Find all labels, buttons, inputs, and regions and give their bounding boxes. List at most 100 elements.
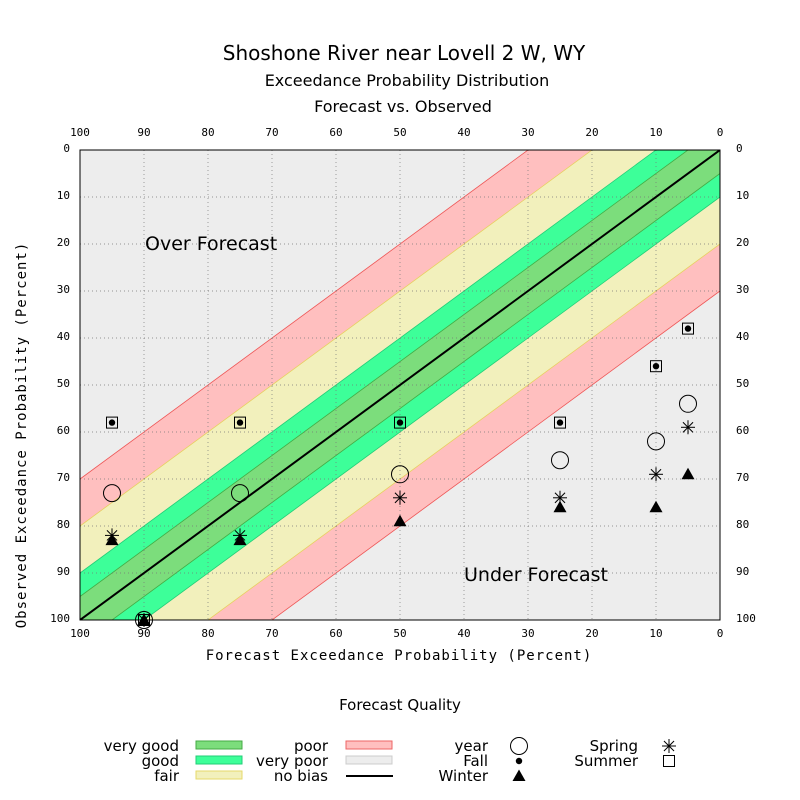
x-tick-top: 20	[585, 126, 598, 139]
y-tick-left: 60	[57, 424, 70, 437]
point-spring-stroke	[394, 492, 406, 504]
y-tick-right: 30	[736, 283, 749, 296]
legend-swatch-very-good	[195, 740, 243, 750]
legend-marker-dot	[515, 757, 523, 765]
point-summer	[650, 360, 662, 373]
y-tick-right: 20	[736, 236, 749, 249]
chart-subtitle-1: Exceedance Probability Distribution	[265, 71, 550, 90]
point-year	[135, 611, 153, 629]
over-forecast-label: Over Forecast	[145, 233, 277, 255]
legend-label-fair: fair	[154, 767, 180, 785]
y-tick-right: 100	[736, 612, 756, 625]
point-year	[103, 484, 121, 503]
x-tick-bottom: 30	[521, 627, 534, 640]
point-spring	[553, 490, 567, 505]
y-tick-left: 50	[57, 377, 70, 390]
point-winter	[649, 500, 663, 513]
legend-label-year: year	[455, 737, 489, 755]
legend-label-fall: Fall	[463, 752, 488, 770]
x-tick-bottom: 0	[717, 627, 724, 640]
point-summer	[138, 614, 150, 626]
y-tick-left: 10	[57, 189, 70, 202]
legend-label-no-bias: no bias	[274, 767, 328, 785]
y-tick-left: 0	[63, 142, 70, 155]
y-tick-left: 90	[57, 565, 70, 578]
point-year	[391, 465, 409, 484]
y-tick-left: 70	[57, 471, 70, 484]
x-tick-bottom: 10	[649, 627, 662, 640]
point-fall	[396, 419, 404, 426]
point-spring	[681, 420, 695, 435]
point-spring	[233, 528, 247, 543]
y-tick-left: 80	[57, 518, 70, 531]
under-forecast-label: Under Forecast	[464, 564, 608, 586]
x-tick-top: 80	[201, 126, 214, 139]
x-tick-top: 50	[393, 126, 406, 139]
point-spring-stroke	[106, 530, 118, 541]
x-tick-bottom: 100	[70, 627, 90, 640]
legend-title: Forecast Quality	[339, 696, 461, 714]
point-spring-stroke	[650, 468, 662, 480]
no-bias-line	[80, 150, 720, 620]
legend-marker-star	[662, 739, 676, 753]
legend-marker-circle	[510, 737, 528, 755]
legend-label-summer: Summer	[574, 752, 638, 770]
point-winter	[681, 467, 695, 480]
legend-marker-triangle	[512, 769, 526, 781]
x-tick-top: 90	[137, 126, 150, 139]
point-summer	[234, 416, 246, 429]
point-year	[231, 484, 249, 503]
y-tick-right: 10	[736, 189, 749, 202]
legend-swatch-poor	[345, 740, 393, 750]
legend-marker-star-stroke	[663, 740, 675, 752]
y-tick-right: 40	[736, 330, 749, 343]
x-tick-bottom: 60	[329, 627, 342, 640]
point-winter	[393, 514, 407, 527]
point-year	[679, 394, 697, 413]
point-year	[647, 432, 665, 451]
y-tick-right: 80	[736, 518, 749, 531]
point-spring-stroke	[682, 421, 694, 433]
y-tick-right: 60	[736, 424, 749, 437]
legend-label-very-good: very good	[104, 737, 179, 755]
chart-title: Shoshone River near Lovell 2 W, WY	[223, 41, 586, 65]
x-tick-bottom: 20	[585, 627, 598, 640]
point-summer	[682, 322, 694, 335]
x-tick-top: 60	[329, 126, 342, 139]
y-tick-left: 40	[57, 330, 70, 343]
legend-label-spring: Spring	[590, 737, 638, 755]
y-axis-label: Observed Exceedance Probability (Percent…	[14, 242, 30, 629]
point-summer	[554, 416, 566, 429]
x-tick-bottom: 90	[137, 627, 150, 640]
point-spring-stroke	[138, 614, 150, 626]
legend-label-poor: poor	[294, 737, 329, 755]
legend-label-good: good	[142, 752, 179, 770]
plot-frame	[79, 149, 721, 621]
point-spring	[393, 490, 407, 505]
legend-swatch-good	[195, 755, 243, 765]
point-fall	[556, 419, 564, 426]
point-spring-stroke	[554, 492, 566, 504]
x-tick-top: 10	[649, 126, 662, 139]
point-year	[551, 451, 569, 470]
y-tick-left: 30	[57, 283, 70, 296]
no-bias-diagonal	[80, 150, 720, 620]
y-tick-right: 50	[736, 377, 749, 390]
point-spring	[105, 528, 119, 543]
point-fall	[108, 419, 116, 426]
legend-swatch-fair	[195, 770, 243, 780]
point-winter	[553, 500, 567, 513]
x-tick-top: 70	[265, 126, 278, 139]
point-summer	[394, 416, 406, 429]
x-tick-bottom: 70	[265, 627, 278, 640]
point-fall	[652, 363, 660, 370]
x-axis-label: Forecast Exceedance Probability (Percent…	[206, 648, 593, 664]
x-tick-bottom: 50	[393, 627, 406, 640]
y-tick-left: 20	[57, 236, 70, 249]
legend-swatch-very-poor	[345, 755, 393, 765]
legend-label-winter: Winter	[439, 767, 489, 785]
chart-subtitle-2: Forecast vs. Observed	[314, 97, 492, 116]
